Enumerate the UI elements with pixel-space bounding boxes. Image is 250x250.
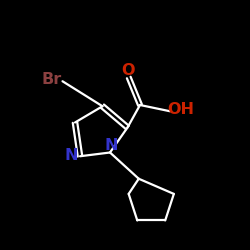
Text: N: N bbox=[64, 148, 78, 162]
Text: O: O bbox=[121, 63, 134, 78]
Text: N: N bbox=[104, 138, 118, 153]
Text: Br: Br bbox=[42, 72, 62, 87]
Text: OH: OH bbox=[167, 102, 194, 118]
